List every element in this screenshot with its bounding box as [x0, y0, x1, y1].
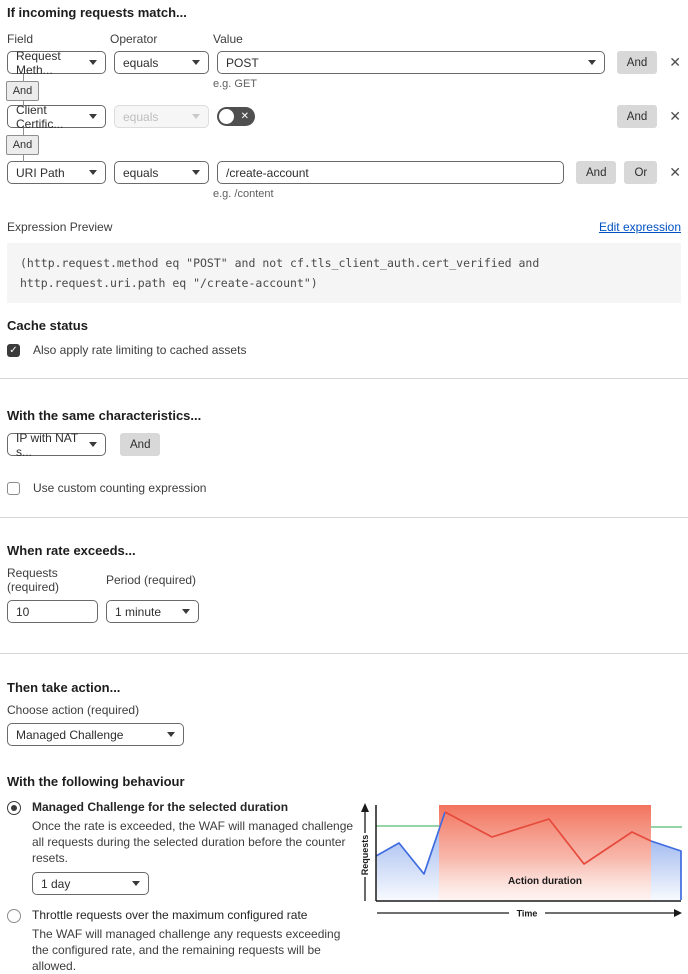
period-select[interactable]: 1 minute [106, 600, 199, 623]
custom-counting-checkbox[interactable] [7, 481, 20, 495]
requests-label: Requests (required) [7, 566, 60, 594]
condition-row-1: Request Meth... equals POST And ✕ [7, 48, 681, 77]
operator-select-3-value: equals [123, 165, 159, 180]
edit-expression-link[interactable]: Edit expression [598, 220, 681, 234]
chevron-down-icon [89, 442, 97, 447]
chevron-down-icon [192, 170, 200, 175]
value-helper-3: e.g. /content [213, 188, 274, 200]
value-combobox-1-value: POST [226, 55, 259, 70]
action-heading: Then take action... [7, 680, 121, 695]
y-axis-arrow-icon [361, 803, 369, 812]
requests-line-left [375, 811, 446, 875]
period-label: Period (required) [106, 573, 197, 587]
cache-checkbox-label: Also apply rate limiting to cached asset… [33, 343, 247, 357]
connector-and-1[interactable]: And [6, 74, 39, 108]
close-icon[interactable]: ✕ [669, 108, 681, 124]
operator-select-1-value: equals [123, 55, 159, 70]
y-axis-label: Requests [360, 835, 370, 876]
action-duration-label: Action duration [508, 876, 582, 887]
and-button-row1[interactable]: And [616, 51, 658, 74]
blue-area-left [376, 830, 439, 901]
column-label-field: Field [7, 32, 34, 46]
requests-line-challenged [444, 811, 652, 865]
operator-select-1[interactable]: equals [114, 51, 209, 74]
behaviour-chart: Action duration Requests Time [359, 799, 688, 930]
option-1-label: Managed Challenge for the selected durat… [32, 800, 289, 814]
field-select-3[interactable]: URI Path [7, 161, 106, 184]
value-combobox-1[interactable]: POST [217, 51, 605, 74]
operator-select-2: equals [114, 105, 209, 128]
or-button-row3[interactable]: Or [624, 161, 658, 184]
radio-managed-challenge-duration[interactable] [7, 801, 21, 815]
divider [0, 517, 688, 518]
operator-select-3[interactable]: equals [114, 161, 209, 184]
action-select[interactable]: Managed Challenge [7, 723, 184, 746]
chevron-down-icon [89, 170, 97, 175]
rate-heading: When rate exceeds... [7, 543, 136, 558]
close-icon[interactable]: ✕ [669, 164, 681, 180]
condition-row-3: URI Path equals And Or ✕ [7, 161, 681, 184]
x-axis-label: Time [517, 909, 538, 919]
and-button-row3[interactable]: And [576, 161, 617, 184]
field-select-1-value: Request Meth... [16, 48, 61, 77]
field-select-1[interactable]: Request Meth... [7, 48, 106, 77]
choose-action-label: Choose action (required) [7, 703, 140, 717]
and-button-row2[interactable]: And [616, 105, 658, 128]
requests-input[interactable] [7, 600, 98, 623]
cert-verified-toggle[interactable]: ✕ [217, 107, 255, 126]
field-select-2[interactable]: Client Certific... [7, 102, 106, 131]
action-select-value: Managed Challenge [16, 727, 124, 742]
value-input-3[interactable] [217, 161, 565, 184]
expression-code: (http.request.method eq "POST" and not c… [7, 243, 681, 303]
value-helper-1: e.g. GET [213, 78, 258, 90]
column-label-value: Value [213, 32, 243, 46]
rate-limit-illustration: Action duration Requests Time [360, 803, 682, 919]
field-select-2-value: Client Certific... [16, 102, 64, 131]
characteristics-and-button[interactable]: And [120, 433, 161, 456]
cache-status-heading: Cache status [7, 318, 88, 333]
chevron-down-icon [167, 732, 175, 737]
match-heading: If incoming requests match... [7, 5, 187, 20]
connector-and-2[interactable]: And [6, 128, 39, 162]
chevron-down-icon [182, 609, 190, 614]
radio-throttle[interactable] [7, 909, 21, 923]
chevron-down-icon [192, 60, 200, 65]
option-2-label: Throttle requests over the maximum confi… [32, 908, 308, 922]
duration-select[interactable]: 1 day [32, 872, 149, 895]
toggle-off-icon: ✕ [240, 111, 249, 122]
chevron-down-icon [587, 60, 596, 65]
expression-preview-label: Expression Preview [7, 220, 113, 234]
characteristics-heading: With the same characteristics... [7, 408, 202, 423]
cache-checkbox[interactable]: ✓ [7, 343, 20, 357]
chevron-down-icon [192, 114, 200, 119]
characteristic-select[interactable]: IP with NAT s... [7, 430, 106, 459]
operator-select-2-value: equals [123, 109, 159, 124]
option-2-description: The WAF will managed challenge any reque… [32, 927, 341, 973]
toggle-knob [219, 109, 234, 124]
period-select-value: 1 minute [115, 604, 162, 619]
characteristic-select-value: IP with NAT s... [16, 430, 79, 459]
duration-select-value: 1 day [41, 876, 71, 891]
divider [0, 378, 688, 379]
behaviour-heading: With the following behaviour [7, 774, 185, 789]
column-label-operator: Operator [110, 32, 158, 46]
option-1-description: Once the rate is exceeded, the WAF will … [32, 819, 354, 865]
chevron-down-icon [89, 114, 97, 119]
custom-counting-label: Use custom counting expression [33, 481, 207, 495]
field-select-3-value: URI Path [16, 165, 65, 180]
condition-row-2: Client Certific... equals ✕ And ✕ [7, 102, 681, 131]
close-icon[interactable]: ✕ [669, 54, 681, 70]
divider [0, 653, 688, 654]
x-axis-arrow-icon [674, 909, 682, 917]
chevron-down-icon [89, 60, 97, 65]
chevron-down-icon [132, 881, 140, 886]
